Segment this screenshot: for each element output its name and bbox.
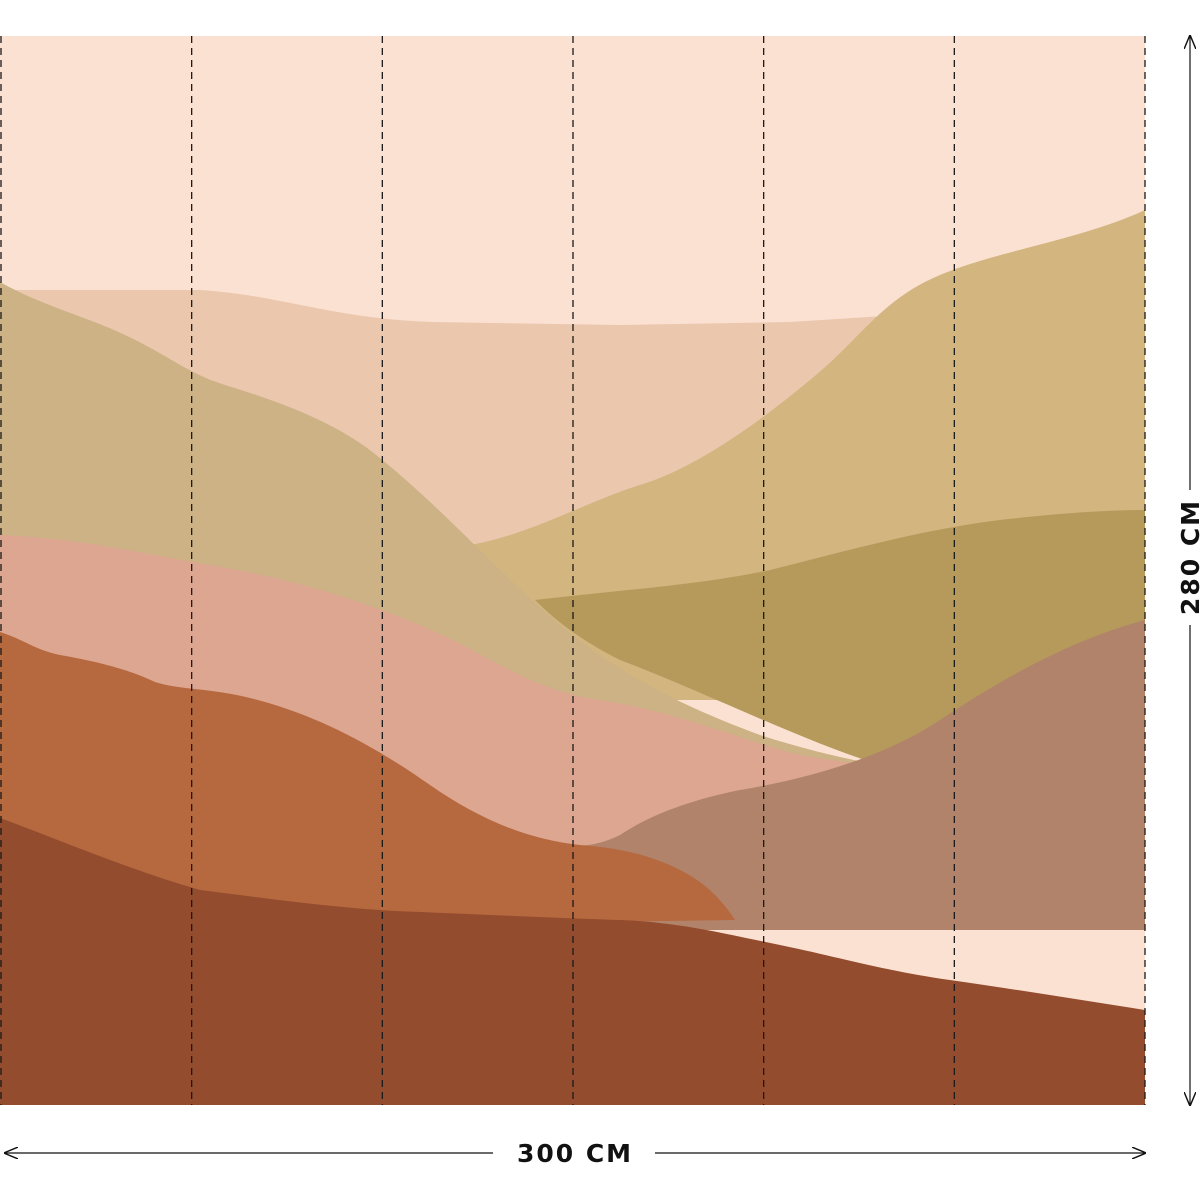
height-dimension: 280 CM bbox=[1176, 36, 1200, 1105]
panel-seam-guides bbox=[0, 36, 1146, 1105]
width-label: 300 CM bbox=[517, 1139, 633, 1168]
mauve-hill bbox=[520, 620, 1145, 930]
orange-hill bbox=[0, 632, 735, 930]
landscape-artwork bbox=[0, 36, 1145, 1105]
height-label: 280 CM bbox=[1176, 499, 1200, 615]
width-dimension: 300 CM bbox=[5, 1139, 1145, 1168]
